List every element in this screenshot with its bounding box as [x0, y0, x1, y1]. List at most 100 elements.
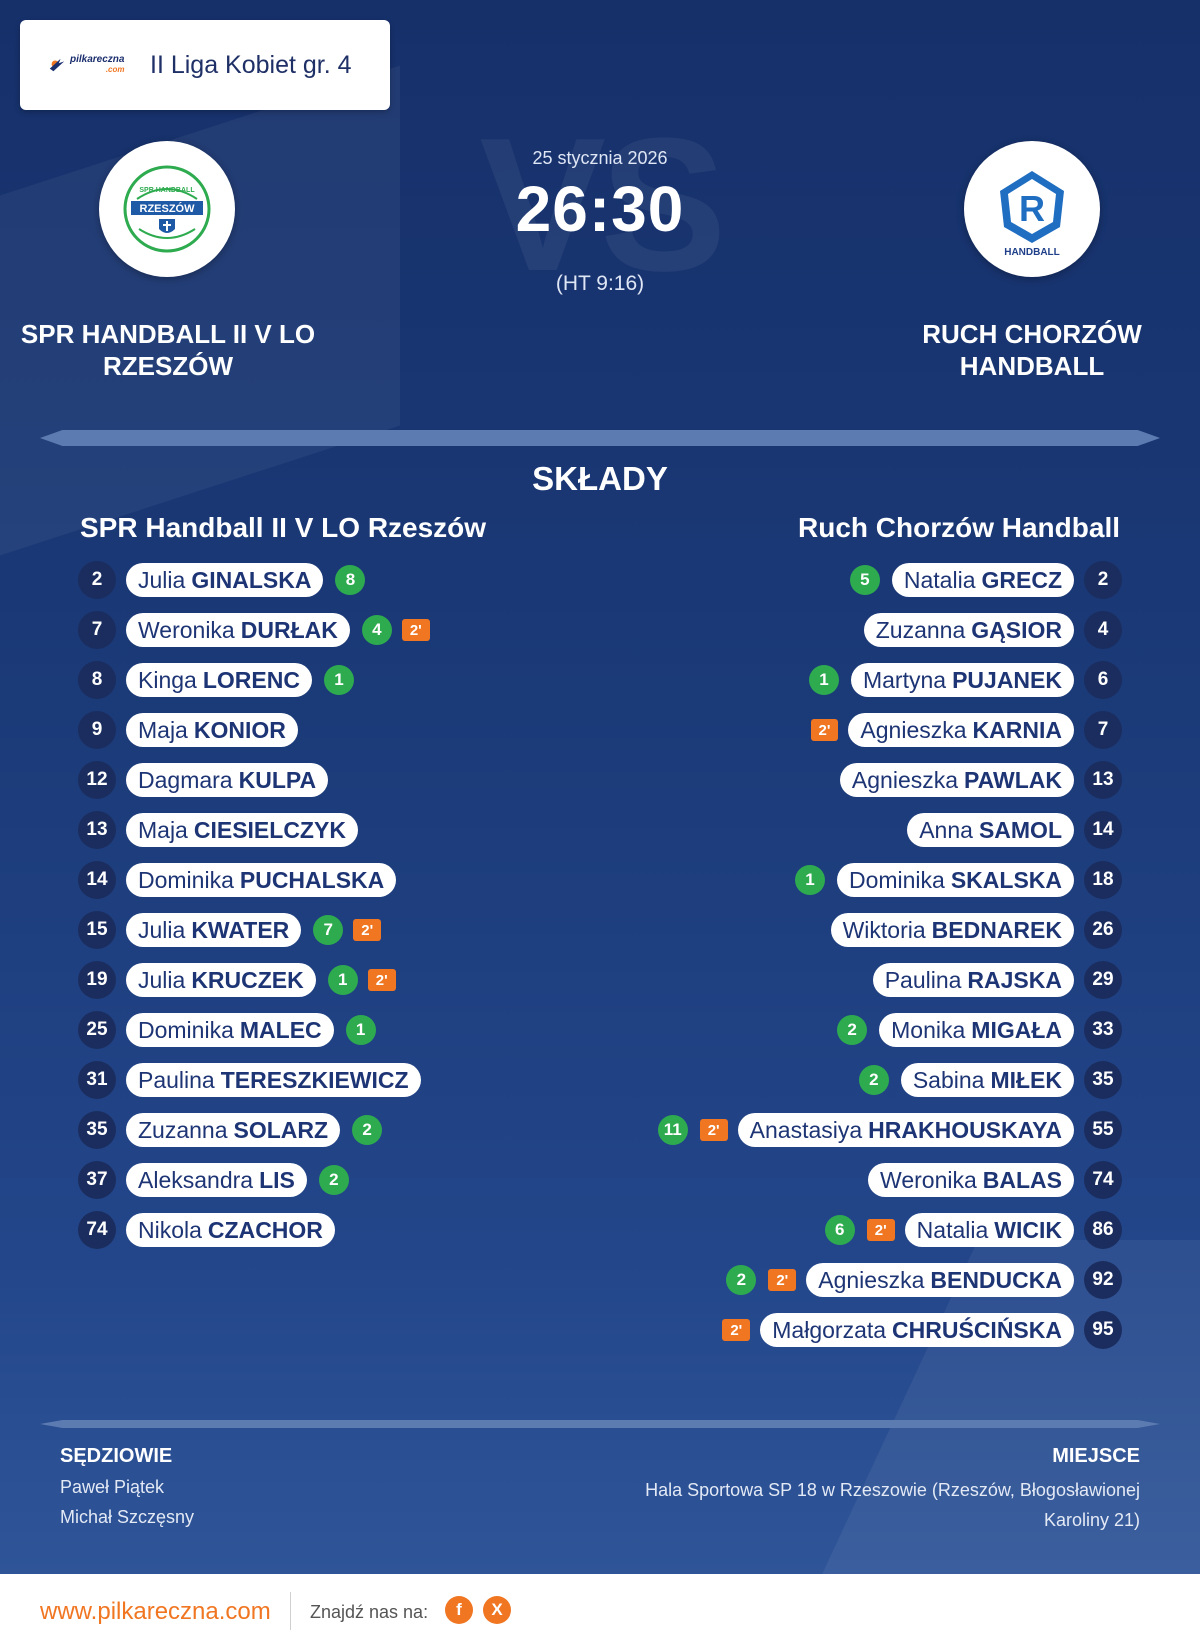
- player-name: Martyna PUJANEK: [850, 663, 1074, 697]
- away-lineup-title: Ruch Chorzów Handball: [798, 512, 1120, 543]
- facebook-icon[interactable]: f: [445, 1596, 473, 1624]
- player-first-name: Julia: [138, 966, 186, 993]
- player-last-name: CHRUŚCIŃSKA: [892, 1316, 1062, 1343]
- player-number: 92: [1084, 1261, 1122, 1299]
- player-name: Weronika DURŁAK: [126, 613, 350, 647]
- player-row: 9 Maja KONIOR: [78, 705, 430, 755]
- player-name: Dominika MALEC: [126, 1013, 334, 1047]
- player-row: 1 Martyna PUJANEK 6: [658, 655, 1122, 705]
- player-name: Natalia WICIK: [904, 1213, 1074, 1247]
- player-row: 6 2' Natalia WICIK 86: [658, 1205, 1122, 1255]
- player-name: Maja KONIOR: [126, 713, 298, 747]
- player-row: 37 Aleksandra LIS 2: [78, 1155, 430, 1205]
- venue-title: MIEJSCE: [1052, 1445, 1140, 1467]
- player-first-name: Martyna: [862, 666, 947, 693]
- player-row: 2' Małgorzata CHRUŚCIŃSKA 95: [658, 1305, 1122, 1355]
- player-number: 31: [78, 1061, 116, 1099]
- player-last-name: GINALSKA: [191, 566, 312, 593]
- player-row: 2 Julia GINALSKA 8: [78, 555, 430, 605]
- svg-text:SPR HANDBALL: SPR HANDBALL: [139, 187, 195, 194]
- player-name: Zuzanna GĄSIOR: [863, 613, 1074, 647]
- player-first-name: Dominika: [138, 1016, 234, 1043]
- player-number: 6: [1084, 661, 1122, 699]
- separator: [290, 1592, 291, 1630]
- player-row: 5 Natalia GRECZ 2: [658, 555, 1122, 605]
- player-name: Monika MIGAŁA: [879, 1013, 1074, 1047]
- goals-badge: 11: [657, 1115, 688, 1145]
- player-number: 14: [1084, 811, 1122, 849]
- player-number: 15: [78, 911, 116, 949]
- player-last-name: BEDNAREK: [931, 916, 1062, 943]
- player-last-name: CIESIELCZYK: [193, 816, 346, 843]
- suspension-badge: 2': [353, 919, 382, 941]
- player-number: 13: [78, 811, 116, 849]
- player-last-name: GRECZ: [981, 566, 1063, 593]
- player-first-name: Zuzanna: [875, 616, 966, 643]
- player-first-name: Kinga: [138, 666, 197, 693]
- player-first-name: Monika: [891, 1016, 966, 1043]
- player-name: Dominika SKALSKA: [836, 863, 1074, 897]
- player-name: Weronika BALAS: [868, 1163, 1074, 1197]
- player-first-name: Małgorzata: [772, 1316, 887, 1343]
- logo-name: pilkareczna: [70, 54, 125, 65]
- home-roster: 2 Julia GINALSKA 8 7 Weronika DURŁAK 4 2' 8 Kinga L…: [78, 555, 430, 1255]
- player-first-name: Natalia: [916, 1216, 989, 1243]
- player-row: 2 2' Agnieszka BENDUCKA 92: [658, 1255, 1122, 1305]
- player-name: Agnieszka PAWLAK: [839, 763, 1074, 797]
- pilkareczna-logo[interactable]: pilkareczna .com: [48, 55, 130, 75]
- player-last-name: TERESZKIEWICZ: [220, 1066, 409, 1093]
- player-name: Julia GINALSKA: [126, 563, 324, 597]
- suspension-badge: 2': [722, 1319, 751, 1341]
- player-first-name: Agnieszka: [818, 1266, 925, 1293]
- player-row: 1 Dominika SKALSKA 18: [658, 855, 1122, 905]
- player-number: 18: [1084, 861, 1122, 899]
- player-last-name: MIŁEK: [990, 1066, 1062, 1093]
- goals-badge: 4: [361, 615, 392, 645]
- player-number: 19: [78, 961, 116, 999]
- player-first-name: Zuzanna: [138, 1116, 228, 1143]
- home-lineup-title: SPR Handball II V LO Rzeszów: [80, 512, 487, 543]
- player-row: Paulina RAJSKA 29: [658, 955, 1122, 1005]
- player-last-name: SOLARZ: [233, 1116, 329, 1143]
- player-name: Sabina MIŁEK: [900, 1063, 1074, 1097]
- player-row: Agnieszka PAWLAK 13: [658, 755, 1122, 805]
- site-link[interactable]: www.pilkareczna.com: [40, 1598, 271, 1625]
- x-icon[interactable]: X: [483, 1596, 511, 1624]
- player-first-name: Weronika: [138, 616, 235, 643]
- goals-badge: 2: [858, 1065, 889, 1095]
- goals-badge: 1: [327, 965, 358, 995]
- league-name: II Liga Kobiet gr. 4: [150, 50, 352, 79]
- goals-badge: 7: [313, 915, 344, 945]
- home-team-name: SPR HANDBALL II V LO RZESZÓW: [20, 319, 316, 381]
- home-team-logo: SPR HANDBALL RZESZÓW: [99, 141, 235, 277]
- goals-badge: 6: [824, 1215, 855, 1245]
- match-poster: VS pilkareczna .com II Liga Kobiet gr. 4…: [0, 0, 1200, 1574]
- referee-name: Michał Szczęsny: [60, 1507, 195, 1527]
- player-name: Dominika PUCHALSKA: [126, 863, 397, 897]
- player-last-name: BALAS: [982, 1166, 1062, 1193]
- logo-suffix: .com: [105, 65, 125, 74]
- away-roster: 5 Natalia GRECZ 2 Zuzanna GĄSIOR 4 1 Martyna PUJA…: [657, 555, 1122, 1355]
- player-number: 74: [78, 1211, 116, 1249]
- player-row: 12 Dagmara KULPA: [78, 755, 430, 805]
- player-number: 2: [78, 561, 116, 599]
- player-last-name: PAWLAK: [964, 766, 1062, 793]
- player-row: 19 Julia KRUCZEK 1 2': [78, 955, 430, 1005]
- player-row: 2 Monika MIGAŁA 33: [658, 1005, 1122, 1055]
- player-number: 13: [1084, 761, 1122, 799]
- player-name: Wiktoria BEDNAREK: [830, 913, 1074, 947]
- player-number: 7: [78, 611, 116, 649]
- player-last-name: KONIOR: [193, 716, 286, 743]
- player-last-name: WICIK: [994, 1216, 1062, 1243]
- player-first-name: Agnieszka: [860, 716, 967, 743]
- player-last-name: LIS: [259, 1166, 295, 1193]
- player-row: 8 Kinga LORENC 1: [78, 655, 430, 705]
- player-last-name: KARNIA: [972, 716, 1062, 743]
- player-name: Paulina TERESZKIEWICZ: [126, 1063, 421, 1097]
- player-number: 29: [1084, 961, 1122, 999]
- player-name: Nikola CZACHOR: [126, 1213, 335, 1247]
- suspension-badge: 2': [699, 1119, 728, 1141]
- player-name: Anna SAMOL: [907, 813, 1074, 847]
- player-row: Wiktoria BEDNAREK 26: [658, 905, 1122, 955]
- suspension-badge: 2': [401, 619, 430, 641]
